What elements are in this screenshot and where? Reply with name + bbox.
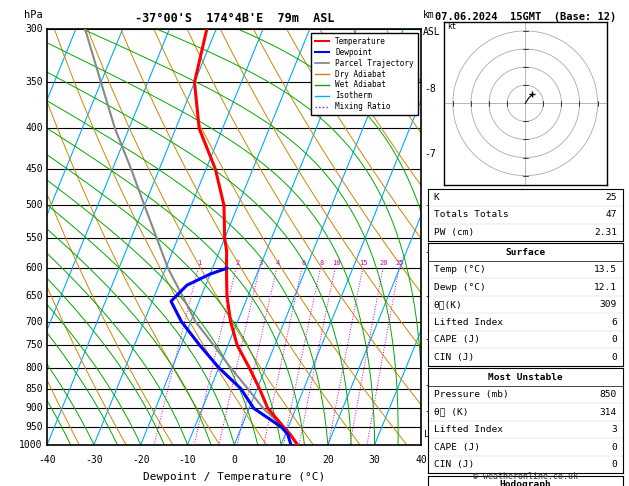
Text: 550: 550 bbox=[25, 233, 43, 243]
Text: 0: 0 bbox=[611, 460, 617, 469]
Text: -20: -20 bbox=[132, 455, 150, 465]
Text: Totals Totals: Totals Totals bbox=[433, 210, 508, 219]
Text: 10: 10 bbox=[276, 455, 287, 465]
Text: km: km bbox=[423, 10, 435, 20]
Legend: Temperature, Dewpoint, Parcel Trajectory, Dry Adiabat, Wet Adiabat, Isotherm, Mi: Temperature, Dewpoint, Parcel Trajectory… bbox=[311, 33, 418, 115]
Text: 700: 700 bbox=[25, 316, 43, 327]
Text: Lifted Index: Lifted Index bbox=[433, 425, 503, 434]
Text: CIN (J): CIN (J) bbox=[433, 353, 474, 362]
Text: 850: 850 bbox=[25, 383, 43, 394]
Text: 400: 400 bbox=[25, 123, 43, 134]
Text: 4: 4 bbox=[276, 260, 280, 265]
Text: 07.06.2024  15GMT  (Base: 12): 07.06.2024 15GMT (Base: 12) bbox=[435, 12, 616, 22]
Text: -10: -10 bbox=[179, 455, 196, 465]
Text: CIN (J): CIN (J) bbox=[433, 460, 474, 469]
Text: CAPE (J): CAPE (J) bbox=[433, 335, 479, 344]
Text: Temp (°C): Temp (°C) bbox=[433, 265, 486, 274]
Text: Dewp (°C): Dewp (°C) bbox=[433, 283, 486, 292]
Text: 13.5: 13.5 bbox=[594, 265, 617, 274]
Text: 30: 30 bbox=[369, 455, 381, 465]
Text: kt: kt bbox=[447, 22, 457, 31]
Text: -3: -3 bbox=[425, 334, 436, 345]
Text: Hodograph: Hodograph bbox=[499, 480, 551, 486]
Text: 0: 0 bbox=[231, 455, 237, 465]
Text: 20: 20 bbox=[322, 455, 334, 465]
Text: 600: 600 bbox=[25, 263, 43, 274]
Text: 10: 10 bbox=[332, 260, 340, 265]
Text: -30: -30 bbox=[85, 455, 103, 465]
Text: 2.31: 2.31 bbox=[594, 228, 617, 237]
Text: -5: -5 bbox=[425, 247, 436, 257]
Text: -1: -1 bbox=[425, 406, 436, 417]
Text: 900: 900 bbox=[25, 403, 43, 413]
Text: 47: 47 bbox=[605, 210, 617, 219]
Text: Surface: Surface bbox=[505, 248, 545, 257]
Text: 0: 0 bbox=[611, 335, 617, 344]
Text: LCL: LCL bbox=[425, 431, 440, 439]
Text: PW (cm): PW (cm) bbox=[433, 228, 474, 237]
Text: -7: -7 bbox=[425, 149, 436, 159]
Text: -6: -6 bbox=[425, 200, 436, 210]
Text: 0: 0 bbox=[611, 443, 617, 451]
Text: 6: 6 bbox=[611, 318, 617, 327]
Text: Dewpoint / Temperature (°C): Dewpoint / Temperature (°C) bbox=[143, 472, 325, 482]
Text: Pressure (mb): Pressure (mb) bbox=[433, 390, 508, 399]
Text: 25: 25 bbox=[605, 193, 617, 202]
Text: 300: 300 bbox=[25, 24, 43, 34]
Text: 0: 0 bbox=[611, 353, 617, 362]
Text: 500: 500 bbox=[25, 200, 43, 210]
Text: 750: 750 bbox=[25, 340, 43, 350]
Text: -8: -8 bbox=[425, 84, 436, 94]
Text: ASL: ASL bbox=[423, 27, 441, 37]
Text: K: K bbox=[433, 193, 439, 202]
Text: © weatheronline.co.uk: © weatheronline.co.uk bbox=[473, 472, 577, 481]
Text: -2: -2 bbox=[425, 380, 436, 389]
Text: -37°00'S  174°4B'E  79m  ASL: -37°00'S 174°4B'E 79m ASL bbox=[135, 12, 334, 25]
Text: Lifted Index: Lifted Index bbox=[433, 318, 503, 327]
Text: 2: 2 bbox=[235, 260, 240, 265]
Text: 25: 25 bbox=[396, 260, 404, 265]
Text: 1: 1 bbox=[198, 260, 202, 265]
Text: -4: -4 bbox=[425, 291, 436, 301]
Text: θᴇ (K): θᴇ (K) bbox=[433, 408, 468, 417]
Text: 800: 800 bbox=[25, 363, 43, 373]
Text: 650: 650 bbox=[25, 291, 43, 301]
Text: 350: 350 bbox=[25, 77, 43, 87]
Text: CAPE (J): CAPE (J) bbox=[433, 443, 479, 451]
Text: -40: -40 bbox=[38, 455, 56, 465]
Text: 15: 15 bbox=[360, 260, 368, 265]
Text: 40: 40 bbox=[416, 455, 427, 465]
Text: 3: 3 bbox=[259, 260, 263, 265]
Text: θᴇ(K): θᴇ(K) bbox=[433, 300, 462, 309]
Text: 450: 450 bbox=[25, 164, 43, 174]
Text: 314: 314 bbox=[599, 408, 617, 417]
Text: 850: 850 bbox=[599, 390, 617, 399]
Text: 6: 6 bbox=[301, 260, 305, 265]
Text: 20: 20 bbox=[380, 260, 388, 265]
Text: hPa: hPa bbox=[24, 10, 43, 20]
Text: 309: 309 bbox=[599, 300, 617, 309]
Text: 12.1: 12.1 bbox=[594, 283, 617, 292]
Text: Most Unstable: Most Unstable bbox=[488, 373, 562, 382]
Text: 950: 950 bbox=[25, 422, 43, 432]
Text: 8: 8 bbox=[320, 260, 324, 265]
Text: 1000: 1000 bbox=[19, 440, 43, 450]
Text: 3: 3 bbox=[611, 425, 617, 434]
